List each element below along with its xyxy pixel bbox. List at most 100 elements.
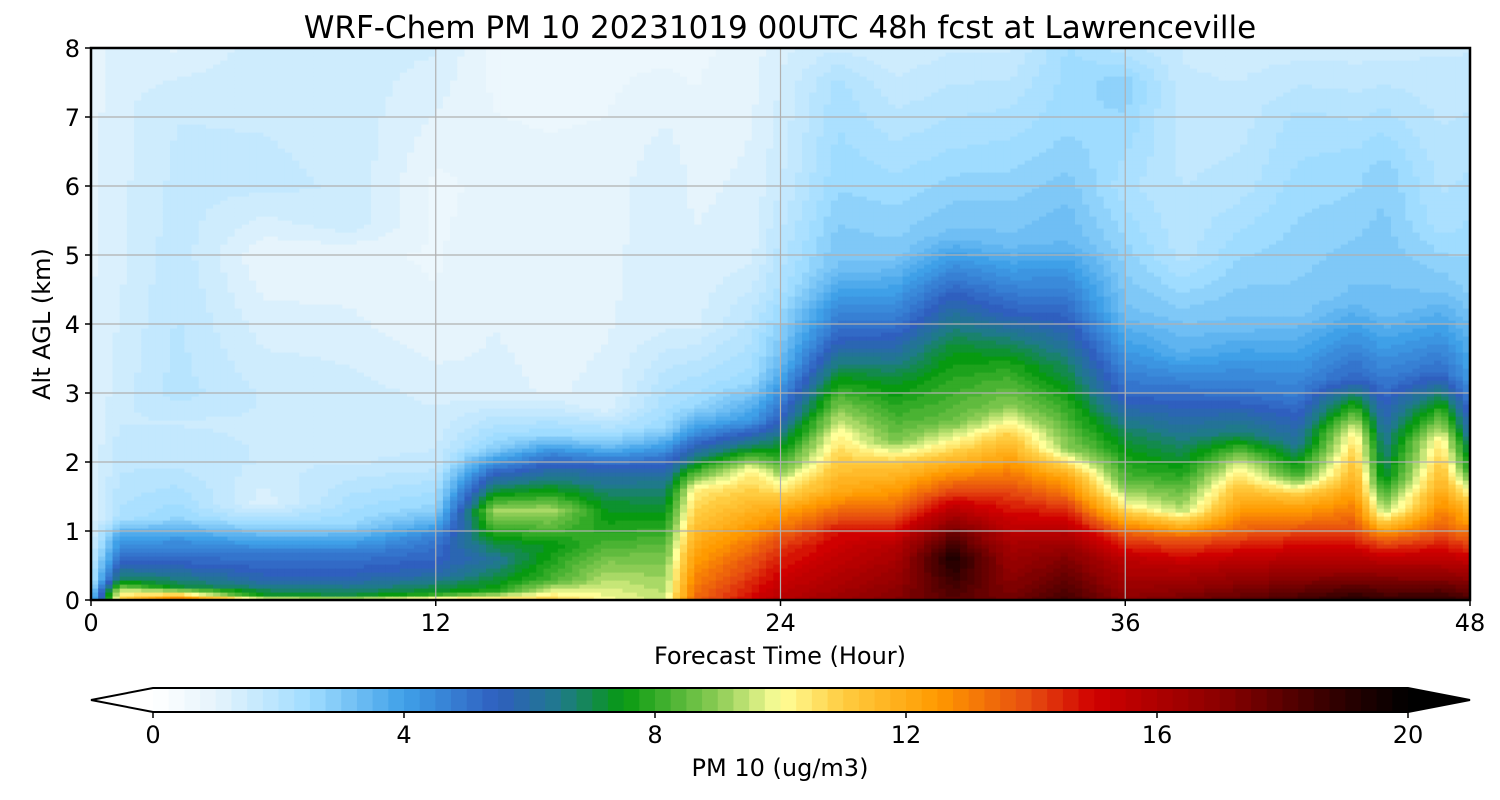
field-cell [335, 428, 343, 433]
field-cell [256, 468, 264, 473]
field-cell [249, 224, 257, 229]
field-cell [299, 440, 308, 445]
field-cell [349, 532, 358, 537]
field-cell [134, 72, 142, 77]
field-cell [335, 268, 343, 273]
field-cell [234, 548, 243, 553]
field-cell [177, 164, 185, 169]
field-cell [227, 376, 236, 381]
field-cell [198, 576, 207, 581]
field-cell [335, 472, 343, 477]
field-cell [335, 456, 343, 461]
field-cell [335, 480, 343, 485]
field-cell [105, 64, 114, 69]
field-cell [277, 48, 286, 53]
field-cell [328, 344, 336, 349]
field-cell [134, 424, 142, 429]
field-cell [328, 332, 336, 337]
field-cell [213, 468, 221, 473]
field-cell [162, 300, 171, 305]
field-cell [342, 220, 351, 225]
field-cell [119, 188, 128, 193]
field-cell [284, 332, 293, 337]
field-cell [306, 200, 315, 205]
field-cell [313, 312, 322, 317]
field-cell [277, 572, 286, 577]
field-cell [320, 216, 329, 221]
field-cell [328, 252, 336, 257]
field-cell [342, 192, 351, 197]
field-cell [177, 120, 185, 125]
field-cell [126, 368, 135, 373]
field-cell [270, 84, 279, 89]
field-cell [328, 156, 336, 161]
field-cell [126, 548, 135, 553]
field-cell [177, 316, 185, 321]
field-cell [270, 332, 279, 337]
field-cell [213, 516, 221, 521]
field-cell [134, 236, 142, 241]
field-cell [184, 464, 193, 469]
field-cell [249, 376, 257, 381]
field-cell [148, 432, 157, 437]
field-cell [162, 152, 171, 157]
field-cell [284, 160, 293, 165]
field-cell [328, 392, 336, 397]
field-cell [134, 320, 142, 325]
field-cell [98, 156, 106, 161]
field-cell [162, 564, 171, 569]
field-cell [220, 488, 229, 493]
field-cell [155, 124, 164, 129]
field-cell [213, 580, 221, 585]
field-cell [335, 492, 343, 497]
field-cell [306, 112, 315, 117]
field-cell [234, 180, 243, 185]
field-cell [270, 500, 279, 505]
field-cell [105, 496, 114, 501]
field-cell [105, 308, 114, 313]
field-cell [91, 196, 99, 201]
field-cell [98, 408, 106, 413]
field-cell [170, 544, 178, 549]
field-cell [328, 484, 336, 489]
field-cell [299, 304, 308, 309]
field-cell [126, 132, 135, 137]
field-cell [328, 492, 336, 497]
field-cell [335, 284, 343, 289]
field-cell [205, 504, 214, 509]
field-cell [162, 400, 171, 405]
field-cell [98, 492, 106, 497]
field-cell [313, 244, 322, 249]
field-cell [213, 188, 221, 193]
field-cell [141, 220, 150, 225]
field-cell [227, 204, 236, 209]
field-cell [155, 188, 164, 193]
field-cell [241, 248, 250, 253]
field-cell [148, 60, 157, 65]
field-cell [284, 468, 293, 473]
field-cell [270, 92, 279, 97]
field-cell [170, 288, 178, 293]
field-cell [256, 52, 264, 57]
field-cell [227, 308, 236, 313]
field-cell [256, 540, 264, 545]
field-cell [234, 208, 243, 213]
field-cell [198, 96, 207, 101]
field-cell [191, 292, 200, 297]
field-cell [112, 424, 121, 429]
field-cell [205, 560, 214, 565]
field-cell [313, 496, 322, 501]
field-cell [277, 272, 286, 277]
field-cell [227, 496, 236, 501]
field-cell [249, 280, 257, 285]
field-cell [284, 512, 293, 517]
field-cell [126, 292, 135, 297]
field-cell [227, 544, 236, 549]
field-cell [284, 236, 293, 241]
field-cell [134, 264, 142, 269]
field-cell [328, 416, 336, 421]
field-cell [198, 180, 207, 185]
field-cell [306, 364, 315, 369]
field-cell [284, 80, 293, 85]
field-cell [299, 168, 308, 173]
